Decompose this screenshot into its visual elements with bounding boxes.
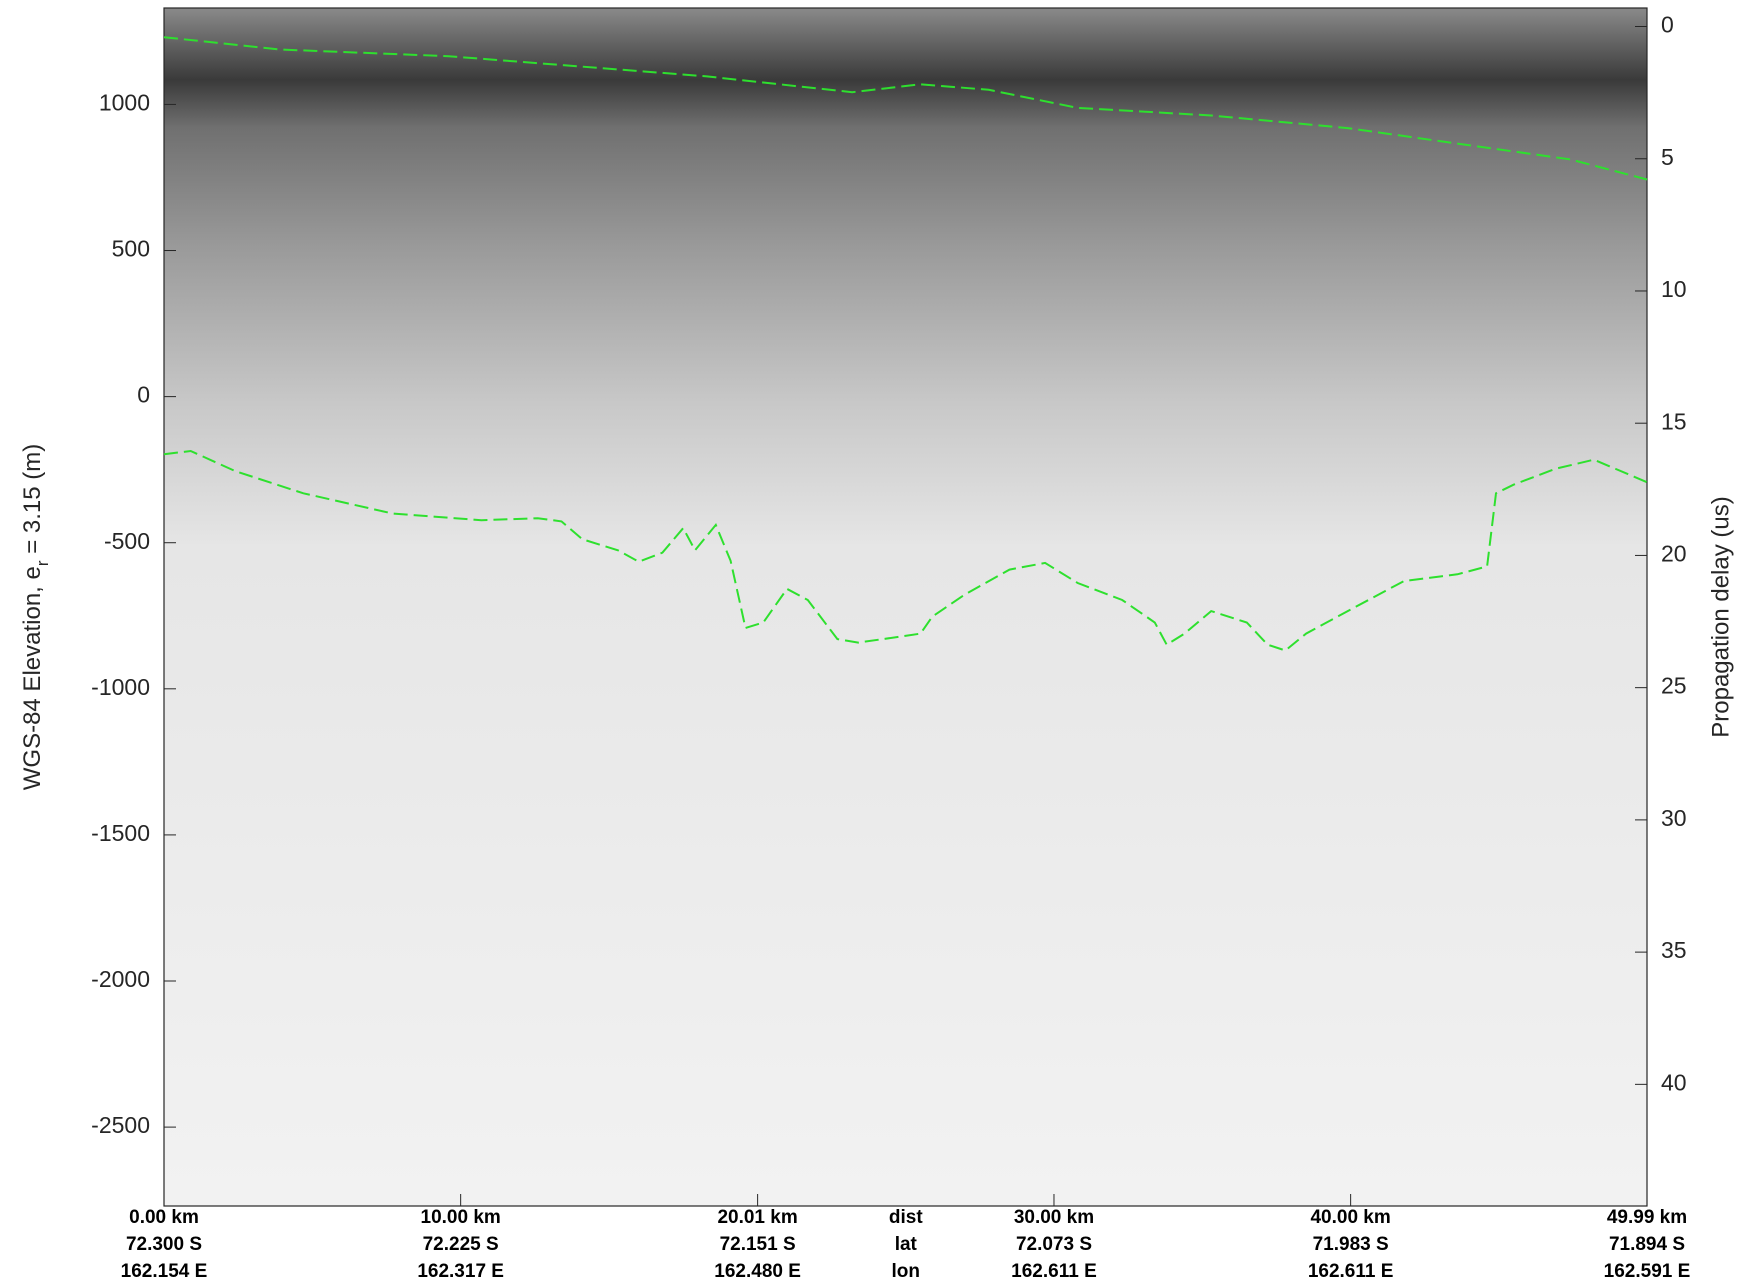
pick-line: [163, 36, 1648, 181]
y2-tick-label: 0: [1661, 12, 1674, 38]
x-tick-lon: 162.611 E: [1308, 1261, 1394, 1281]
x-tick-lon: 162.154 E: [121, 1261, 208, 1281]
echogram-background: [164, 8, 1647, 1206]
pick-line: [163, 449, 1648, 652]
x-row-label: lon: [892, 1261, 921, 1281]
y2-tick-label: 35: [1661, 937, 1687, 963]
y-tick-label: -1000: [91, 674, 150, 700]
y2-tick-label: 10: [1661, 276, 1687, 302]
y2-axis-label: Propagation delay (us): [1707, 496, 1734, 737]
y-tick-label: 500: [112, 236, 150, 262]
y-tick-label: -500: [104, 528, 150, 554]
x-row-label: lat: [895, 1234, 918, 1255]
x-tick-label: 49.99 km: [1607, 1207, 1687, 1228]
x-tick-lon: 162.611 E: [1011, 1261, 1097, 1281]
x-tick-label: 20.01 km: [717, 1207, 797, 1228]
y-tick-label: -2500: [91, 1112, 150, 1138]
x-tick-lat: 71.983 S: [1313, 1234, 1389, 1255]
x-tick-lat: 72.225 S: [423, 1234, 499, 1255]
y-axis-label: WGS-84 Elevation, er = 3.15 (m): [19, 444, 52, 791]
y2-tick-label: 40: [1661, 1069, 1687, 1095]
x-tick-lat: 72.300 S: [126, 1234, 202, 1255]
x-row-label: dist: [889, 1207, 923, 1228]
x-tick-lon: 162.480 E: [714, 1261, 801, 1281]
y-tick-label: 1000: [99, 90, 150, 116]
y-tick-label: 0: [137, 382, 150, 408]
plot-frame: [163, 7, 1648, 1207]
x-tick-lat: 72.151 S: [720, 1234, 796, 1255]
x-tick-lat: 71.894 S: [1609, 1234, 1685, 1255]
x-tick-lat: 72.073 S: [1016, 1234, 1092, 1255]
y2-tick-label: 20: [1661, 541, 1687, 567]
y2-tick-label: 30: [1661, 805, 1687, 831]
x-tick-label: 40.00 km: [1310, 1207, 1390, 1228]
y-tick-label: -1500: [91, 820, 150, 846]
y-tick-label: -2000: [91, 966, 150, 992]
y2-tick-label: 5: [1661, 144, 1674, 170]
x-tick-label: 30.00 km: [1014, 1207, 1094, 1228]
x-tick-label: 10.00 km: [421, 1207, 501, 1228]
x-tick-label: 0.00 km: [129, 1207, 199, 1228]
y2-tick-label: 15: [1661, 408, 1687, 434]
x-tick-lon: 162.317 E: [417, 1261, 504, 1281]
y2-tick-label: 25: [1661, 673, 1687, 699]
x-tick-lon: 162.591 E: [1604, 1261, 1691, 1281]
